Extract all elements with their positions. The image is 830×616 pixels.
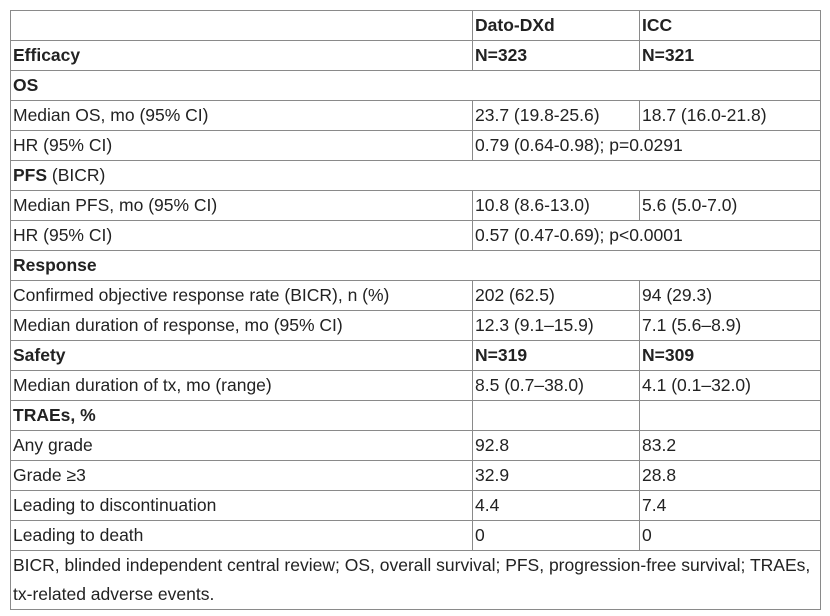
os-hr-label: HR (95% CI): [10, 130, 473, 161]
orr-icc: 94 (29.3): [639, 280, 821, 311]
dor-label: Median duration of response, mo (95% CI): [10, 310, 473, 341]
footnote: BICR, blinded independent central review…: [10, 550, 821, 610]
grade3-label: Grade ≥3: [10, 460, 473, 491]
death-dato: 0: [472, 520, 640, 551]
pfs-heading-suffix: (BICR): [47, 164, 106, 185]
any-grade-label: Any grade: [10, 430, 473, 461]
pfs-heading: PFS (BICR): [10, 160, 821, 191]
discontinuation-row: Leading to discontinuation 4.4 7.4: [10, 490, 821, 521]
orr-label: Confirmed objective response rate (BICR)…: [10, 280, 473, 311]
safety-row: Safety N=319 N=309: [10, 340, 821, 371]
dor-dato: 12.3 (9.1–15.9): [472, 310, 640, 341]
efficacy-label: Efficacy: [10, 40, 473, 71]
median-pfs-label: Median PFS, mo (95% CI): [10, 190, 473, 221]
death-icc: 0: [639, 520, 821, 551]
any-grade-dato: 92.8: [472, 430, 640, 461]
duration-tx-dato: 8.5 (0.7–38.0): [472, 370, 640, 401]
discontinuation-dato: 4.4: [472, 490, 640, 521]
header-icc: ICC: [639, 10, 821, 41]
pfs-hr-row: HR (95% CI) 0.57 (0.47-0.69); p<0.0001: [10, 220, 821, 251]
safety-label: Safety: [10, 340, 473, 371]
efficacy-row: Efficacy N=323 N=321: [10, 40, 821, 71]
dor-row: Median duration of response, mo (95% CI)…: [10, 310, 821, 341]
header-dato-dxd: Dato-DXd: [472, 10, 640, 41]
response-heading-row: Response: [10, 250, 821, 281]
os-heading-row: OS: [10, 70, 821, 101]
duration-tx-label: Median duration of tx, mo (range): [10, 370, 473, 401]
os-heading: OS: [10, 70, 821, 101]
median-pfs-row: Median PFS, mo (95% CI) 10.8 (8.6-13.0) …: [10, 190, 821, 221]
os-hr-row: HR (95% CI) 0.79 (0.64-0.98); p=0.0291: [10, 130, 821, 161]
dor-icc: 7.1 (5.6–8.9): [639, 310, 821, 341]
discontinuation-icc: 7.4: [639, 490, 821, 521]
median-pfs-dato: 10.8 (8.6-13.0): [472, 190, 640, 221]
any-grade-row: Any grade 92.8 83.2: [10, 430, 821, 461]
grade3-icc: 28.8: [639, 460, 821, 491]
results-table: Dato-DXd ICC Efficacy N=323 N=321 OS Med…: [10, 10, 821, 610]
pfs-hr-value: 0.57 (0.47-0.69); p<0.0001: [472, 220, 821, 251]
safety-dato-n: N=319: [472, 340, 640, 371]
death-row: Leading to death 0 0: [10, 520, 821, 551]
footnote-row: BICR, blinded independent central review…: [10, 550, 821, 610]
traes-heading: TRAEs, %: [10, 400, 473, 431]
response-heading: Response: [10, 250, 821, 281]
grade3-row: Grade ≥3 32.9 28.8: [10, 460, 821, 491]
os-hr-value: 0.79 (0.64-0.98); p=0.0291: [472, 130, 821, 161]
median-os-icc: 18.7 (16.0-21.8): [639, 100, 821, 131]
orr-row: Confirmed objective response rate (BICR)…: [10, 280, 821, 311]
grade3-dato: 32.9: [472, 460, 640, 491]
median-os-row: Median OS, mo (95% CI) 23.7 (19.8-25.6) …: [10, 100, 821, 131]
efficacy-dato-n: N=323: [472, 40, 640, 71]
results-table-container: Dato-DXd ICC Efficacy N=323 N=321 OS Med…: [10, 10, 821, 610]
safety-icc-n: N=309: [639, 340, 821, 371]
header-empty-cell: [10, 10, 473, 41]
traes-heading-row: TRAEs, %: [10, 400, 821, 431]
duration-tx-row: Median duration of tx, mo (range) 8.5 (0…: [10, 370, 821, 401]
median-os-label: Median OS, mo (95% CI): [10, 100, 473, 131]
efficacy-icc-n: N=321: [639, 40, 821, 71]
discontinuation-label: Leading to discontinuation: [10, 490, 473, 521]
traes-empty-icc: [639, 400, 821, 431]
pfs-heading-label: PFS: [13, 164, 48, 185]
pfs-hr-label: HR (95% CI): [10, 220, 473, 251]
duration-tx-icc: 4.1 (0.1–32.0): [639, 370, 821, 401]
median-pfs-icc: 5.6 (5.0-7.0): [639, 190, 821, 221]
traes-empty-dato: [472, 400, 640, 431]
orr-dato: 202 (62.5): [472, 280, 640, 311]
pfs-heading-row: PFS (BICR): [10, 160, 821, 191]
death-label: Leading to death: [10, 520, 473, 551]
median-os-dato: 23.7 (19.8-25.6): [472, 100, 640, 131]
header-row: Dato-DXd ICC: [10, 10, 821, 41]
any-grade-icc: 83.2: [639, 430, 821, 461]
